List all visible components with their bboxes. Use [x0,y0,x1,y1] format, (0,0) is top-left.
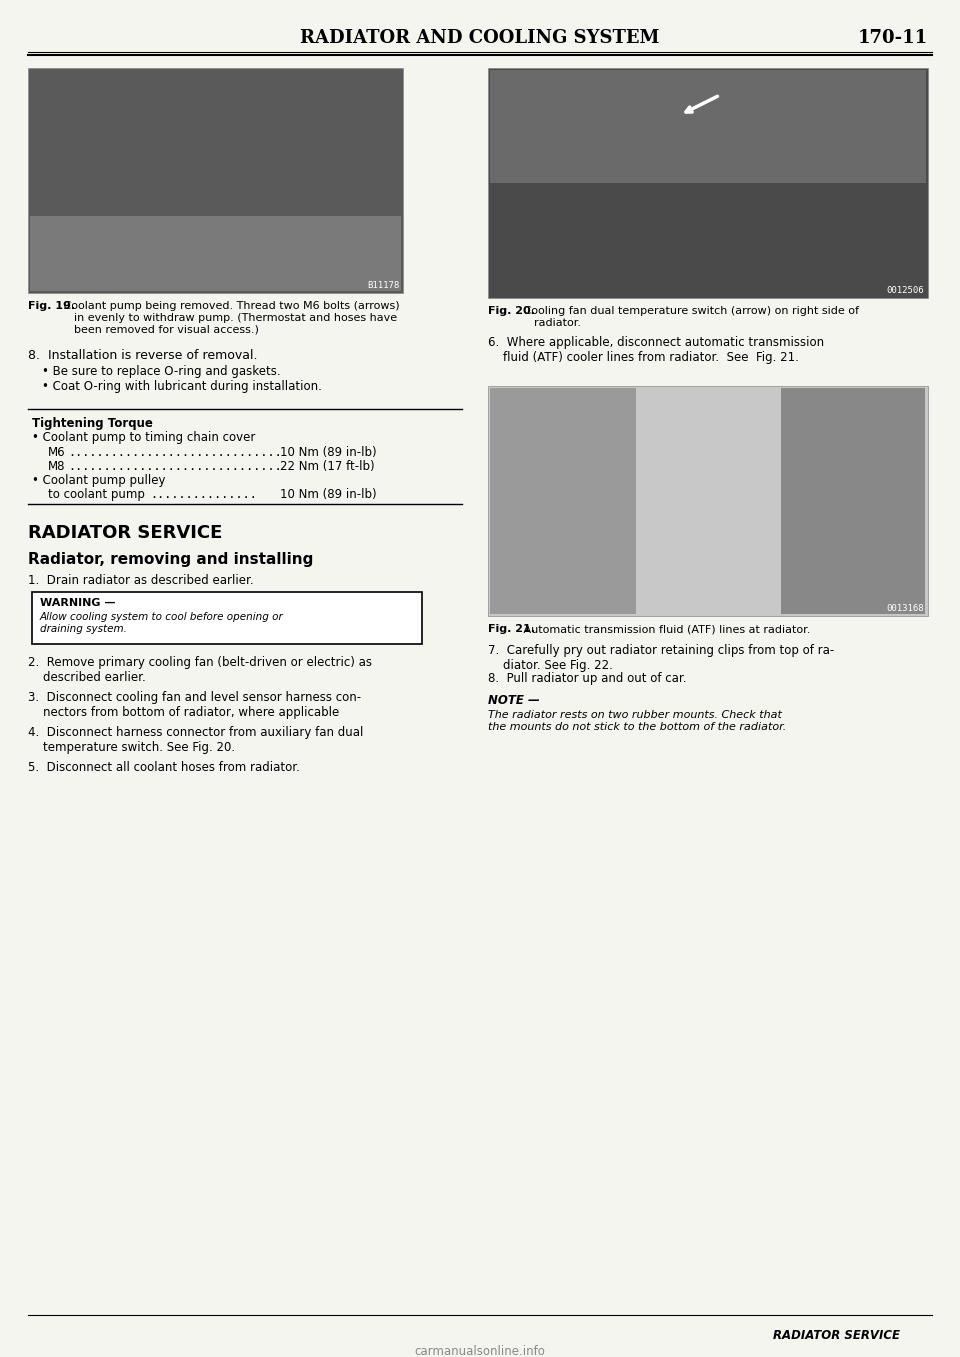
Text: ..............................: .............................. [68,446,281,459]
Text: RADIATOR SERVICE: RADIATOR SERVICE [773,1329,900,1342]
Text: • Coolant pump pulley: • Coolant pump pulley [32,474,165,487]
Text: Allow cooling system to cool before opening or
draining system.: Allow cooling system to cool before open… [40,612,284,634]
Bar [490,388,636,613]
Text: • Coat O-ring with lubricant during installation.: • Coat O-ring with lubricant during inst… [42,380,322,394]
Text: Fig. 21.: Fig. 21. [488,624,535,634]
Text: 4.  Disconnect harness connector from auxiliary fan dual
    temperature switch.: 4. Disconnect harness connector from aux… [28,726,364,754]
Text: 170-11: 170-11 [858,28,928,47]
Text: ..............................: .............................. [68,460,281,474]
Bar [490,71,926,183]
Text: ...............: ............... [150,489,257,501]
Text: • Coolant pump to timing chain cover: • Coolant pump to timing chain cover [32,432,255,444]
Text: NOTE —: NOTE — [488,693,540,707]
Text: Fig. 19.: Fig. 19. [28,301,75,311]
Text: Tightening Torque: Tightening Torque [32,417,153,430]
Text: 10 Nm (89 in-lb): 10 Nm (89 in-lb) [280,446,376,459]
Text: WARNING —: WARNING — [40,598,115,608]
Text: carmanualsonline.info: carmanualsonline.info [415,1345,545,1357]
Text: M6: M6 [48,446,65,459]
Bar [488,385,928,616]
Bar [488,68,928,299]
Text: 2.  Remove primary cooling fan (belt-driven or electric) as
    described earlie: 2. Remove primary cooling fan (belt-driv… [28,655,372,684]
Text: 10 Nm (89 in-lb): 10 Nm (89 in-lb) [280,489,376,501]
Text: 22 Nm (17 ft-lb): 22 Nm (17 ft-lb) [280,460,374,474]
Text: • Be sure to replace O-ring and gaskets.: • Be sure to replace O-ring and gaskets. [42,365,280,379]
Text: B11178: B11178 [367,281,399,290]
Text: 3.  Disconnect cooling fan and level sensor harness con-
    nectors from bottom: 3. Disconnect cooling fan and level sens… [28,691,361,719]
Text: 7.  Carefully pry out radiator retaining clips from top of ra-
    diator. See F: 7. Carefully pry out radiator retaining … [488,645,834,672]
Text: Coolant pump being removed. Thread two M6 bolts (arrows)
    in evenly to withdr: Coolant pump being removed. Thread two M… [60,301,399,334]
Text: 0013168: 0013168 [886,604,924,613]
Bar [32,592,422,645]
Text: Fig. 20.: Fig. 20. [488,305,535,316]
Text: M8: M8 [48,460,65,474]
Text: Cooling fan dual temperature switch (arrow) on right side of
    radiator.: Cooling fan dual temperature switch (arr… [520,305,859,327]
Text: 5.  Disconnect all coolant hoses from radiator.: 5. Disconnect all coolant hoses from rad… [28,761,300,773]
Text: 8.  Pull radiator up and out of car.: 8. Pull radiator up and out of car. [488,672,686,685]
Bar [28,68,403,293]
Text: RADIATOR SERVICE: RADIATOR SERVICE [28,524,223,541]
Bar [30,216,401,290]
Text: 1.  Drain radiator as described earlier.: 1. Drain radiator as described earlier. [28,574,253,588]
Text: 0012506: 0012506 [886,286,924,294]
Bar [781,388,925,613]
Text: Radiator, removing and installing: Radiator, removing and installing [28,552,313,567]
Text: to coolant pump: to coolant pump [48,489,145,501]
Text: RADIATOR AND COOLING SYSTEM: RADIATOR AND COOLING SYSTEM [300,28,660,47]
Text: Automatic transmission fluid (ATF) lines at radiator.: Automatic transmission fluid (ATF) lines… [520,624,810,634]
Text: The radiator rests on two rubber mounts. Check that
the mounts do not stick to t: The radiator rests on two rubber mounts.… [488,710,786,731]
Text: 8.  Installation is reverse of removal.: 8. Installation is reverse of removal. [28,349,257,362]
Text: 6.  Where applicable, disconnect automatic transmission
    fluid (ATF) cooler l: 6. Where applicable, disconnect automati… [488,337,824,364]
